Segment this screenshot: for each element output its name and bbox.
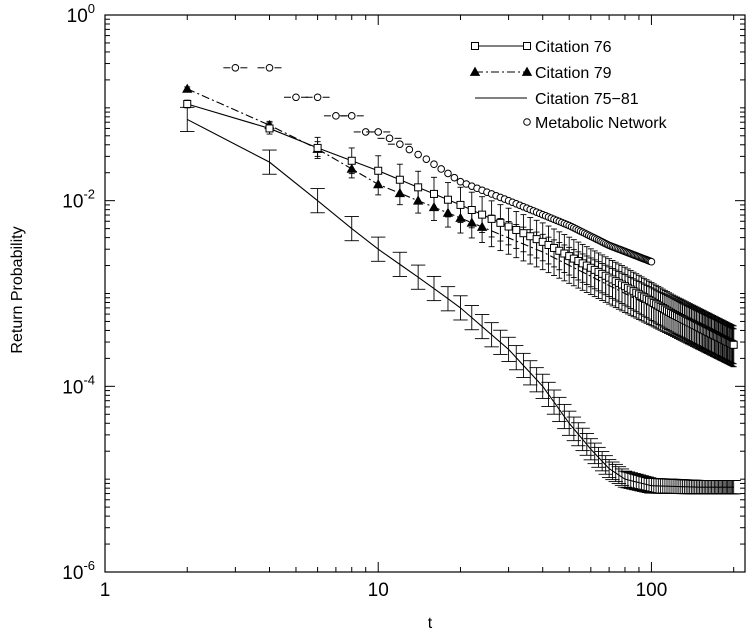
legend-marker: [523, 118, 531, 126]
data-point: [396, 140, 404, 148]
data-point: [395, 175, 404, 184]
data-point: [422, 155, 431, 163]
y-axis-title: Return Probability: [9, 226, 26, 353]
legend-item: Citation 79: [469, 65, 612, 82]
data-point: [374, 166, 383, 175]
data-point: [414, 183, 423, 192]
data-point: [430, 160, 438, 169]
data-point: [450, 173, 459, 182]
data-point: [647, 257, 656, 266]
y-tick-label: 100: [67, 1, 95, 27]
axis-tick-labels: 1 10 100 100 10-2 10-4 10-6: [62, 1, 667, 601]
series-layer: [180, 63, 741, 495]
data-point: [504, 222, 513, 231]
data-point: [332, 112, 340, 120]
series-line: [186, 118, 734, 488]
legend: Citation 76 Citation 79 Citation 75−81 Meta…: [469, 39, 668, 132]
x-tick-label: 100: [636, 580, 668, 601]
x-axis-title: t: [428, 615, 433, 632]
data-point: [467, 205, 476, 214]
data-point: [444, 169, 452, 178]
data-point: [374, 128, 383, 136]
legend-item: Citation 76: [471, 39, 612, 56]
data-point: [496, 218, 505, 227]
data-point: [313, 143, 322, 152]
data-point: [729, 340, 738, 349]
legend-label: Citation 75−81: [535, 91, 639, 108]
legend-marker: [521, 66, 533, 76]
x-tick-label: 10: [368, 580, 389, 601]
axis-ticks: [104, 15, 745, 573]
series-metabolic-network: [223, 63, 656, 266]
data-point: [265, 124, 274, 133]
data-point: [265, 63, 274, 72]
legend-marker: [523, 42, 531, 50]
data-point: [313, 93, 322, 102]
legend-item: Metabolic Network: [523, 115, 668, 132]
data-point: [487, 214, 496, 223]
legend-marker: [471, 42, 479, 50]
legend-item: Citation 75−81: [475, 91, 639, 108]
legend-label: Citation 79: [535, 65, 612, 82]
series-citation-76: [183, 99, 738, 365]
y-tick-label: 10-6: [62, 558, 95, 584]
data-point: [183, 99, 192, 108]
data-point: [231, 63, 240, 72]
series-citation-75-81: [180, 106, 741, 495]
legend-marker: [469, 66, 481, 76]
data-point: [478, 210, 487, 219]
data-point: [292, 93, 300, 102]
y-tick-label: 10-4: [62, 372, 95, 398]
data-point: [347, 156, 356, 165]
y-tick-label: 10-2: [62, 187, 95, 213]
data-point: [437, 165, 445, 173]
data-point: [519, 229, 528, 238]
data-point: [385, 134, 394, 143]
legend-label: Citation 76: [535, 39, 612, 56]
data-point: [347, 112, 356, 120]
x-tick-label: 1: [100, 580, 111, 601]
data-point: [182, 83, 193, 93]
data-point: [414, 150, 422, 159]
legend-label: Metabolic Network: [535, 115, 668, 132]
data-point: [405, 145, 414, 154]
data-point: [456, 200, 465, 209]
data-point: [429, 189, 438, 198]
data-point: [512, 225, 521, 234]
data-point: [443, 195, 452, 204]
